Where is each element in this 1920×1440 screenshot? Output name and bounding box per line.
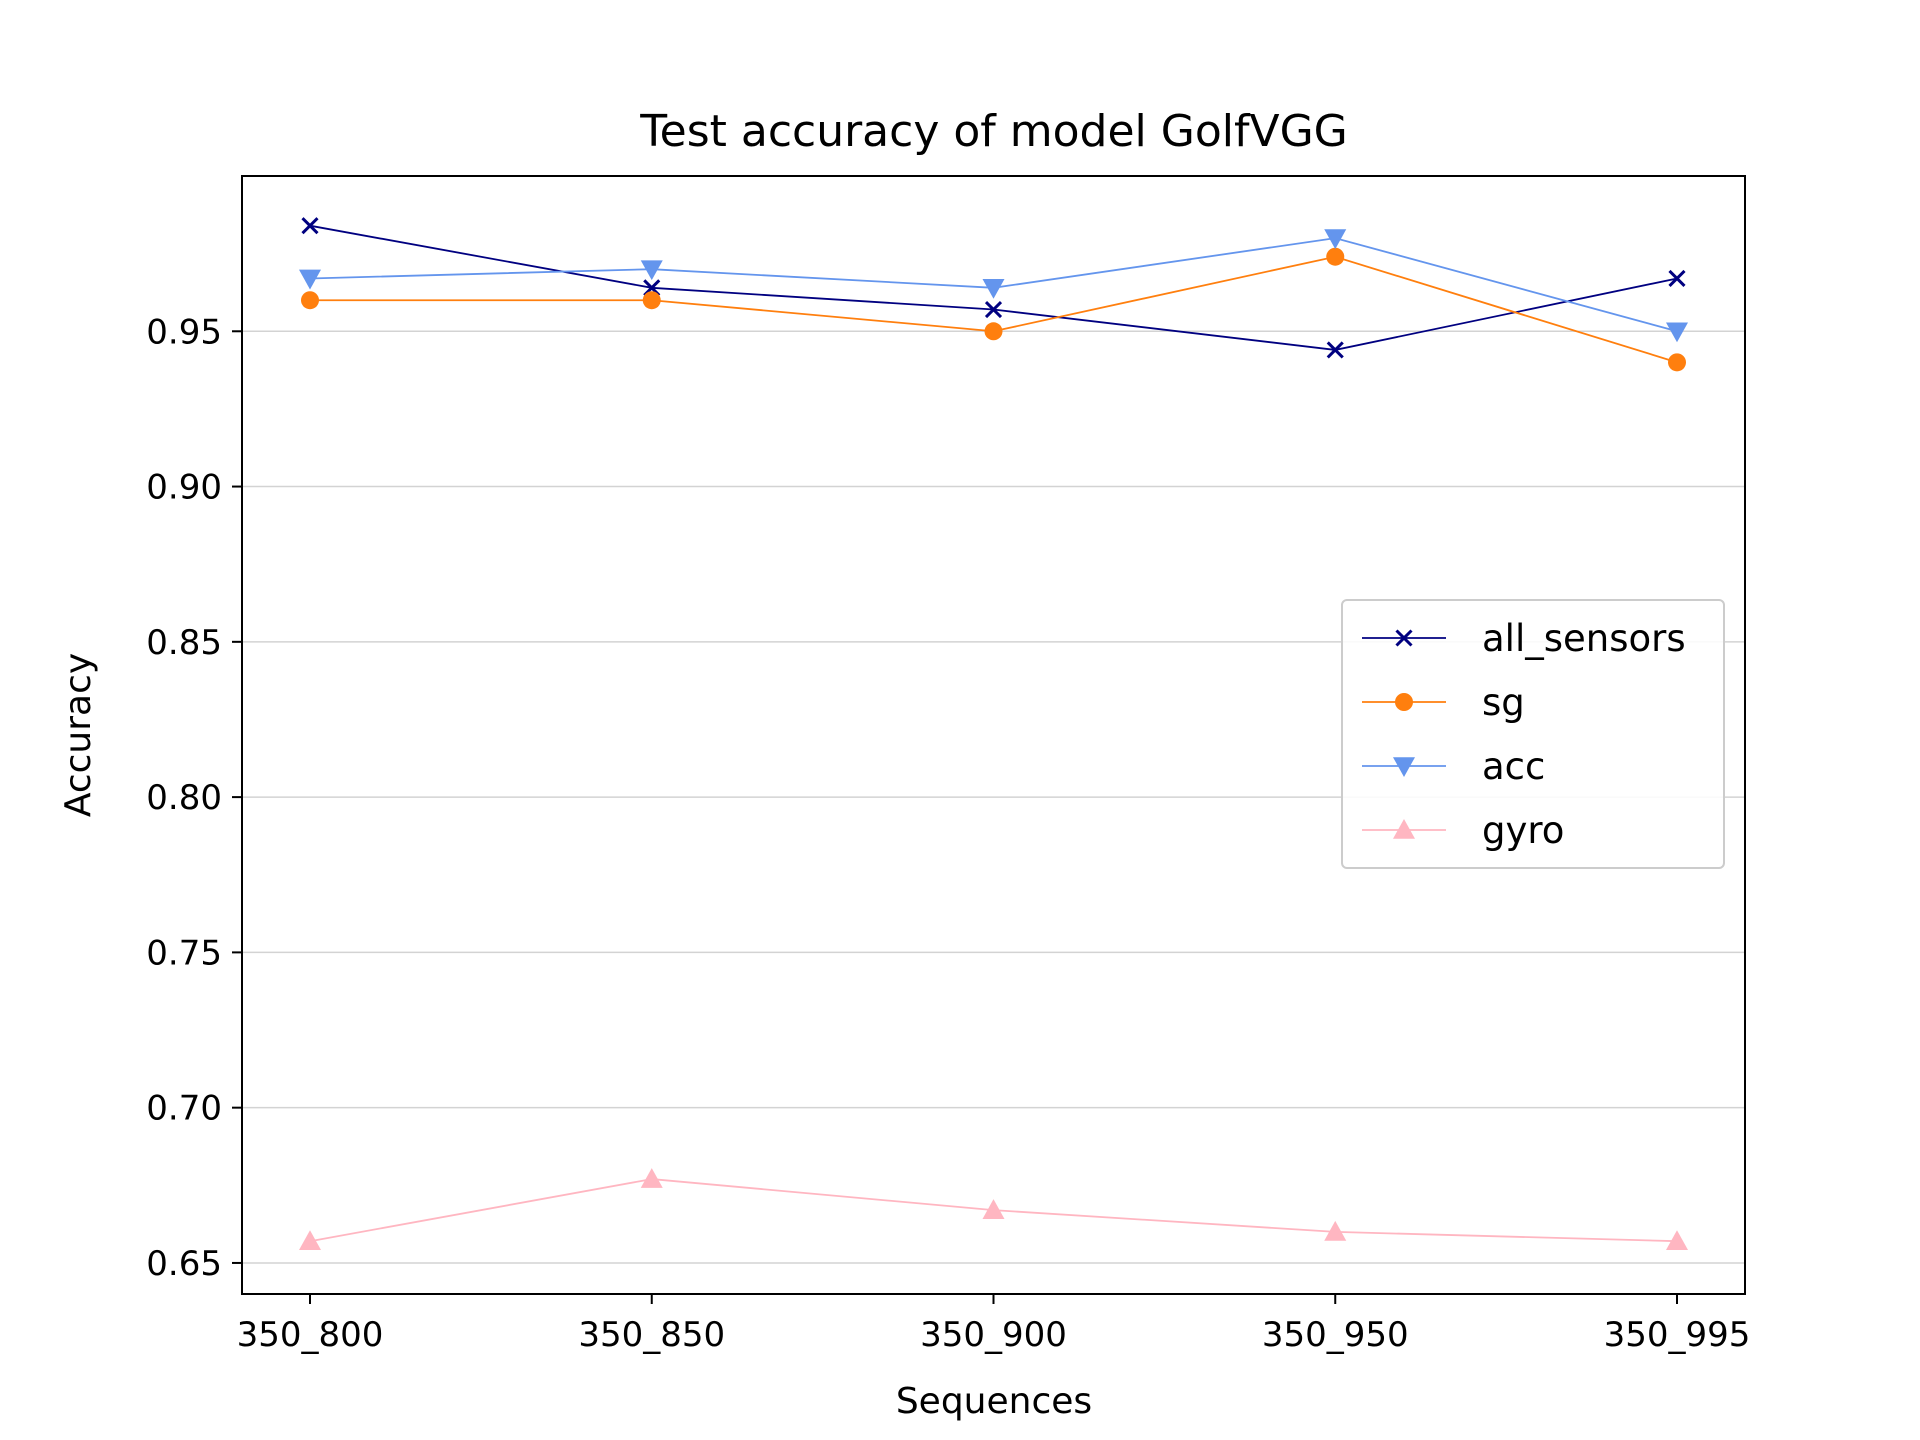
legend-label: all_sensors (1482, 617, 1686, 660)
x-tick-label: 350_995 (1604, 1315, 1751, 1355)
data-point-all_sensors (984, 300, 1003, 319)
legend-marker-acc (1393, 757, 1415, 777)
y-axis-label: Accuracy (58, 653, 99, 817)
y-tick-label: 0.80 (146, 778, 222, 818)
data-point-acc (982, 279, 1005, 299)
data-point-all_sensors (1668, 269, 1686, 288)
data-point-all_sensors (301, 217, 319, 235)
data-point-sg (301, 291, 319, 310)
data-point-gyro (299, 1230, 321, 1251)
chart-title: Test accuracy of model GolfVGG (639, 106, 1348, 157)
data-point-sg (1326, 247, 1345, 266)
y-tick-label: 0.65 (146, 1244, 222, 1284)
data-point-acc (1324, 229, 1347, 250)
data-point-gyro (1666, 1230, 1688, 1251)
x-tick-label: 350_800 (237, 1315, 384, 1355)
y-tick-label: 0.85 (146, 623, 222, 663)
y-axis: 0.65 0.70 0.75 0.80 0.85 0.90 0.95 (146, 312, 242, 1284)
data-point-gyro (982, 1199, 1005, 1219)
data-point-sg (984, 322, 1003, 341)
legend-marker-all_sensors (1395, 629, 1413, 647)
grid (242, 330, 1745, 1264)
legend-marker-gyro (1393, 819, 1415, 839)
y-tick-label: 0.70 (146, 1089, 222, 1129)
y-tick-label: 0.95 (146, 312, 222, 352)
data-point-sg (642, 291, 661, 310)
data-point-acc (299, 269, 321, 290)
x-axis: 350_800 350_850 350_900 350_950 350_995 (237, 1294, 1751, 1355)
y-tick-label: 0.75 (146, 933, 222, 973)
x-axis-label: Sequences (896, 1381, 1092, 1422)
data-point-acc (640, 260, 663, 281)
legend-marker-sg (1395, 693, 1413, 711)
data-point-gyro (1324, 1220, 1347, 1241)
legend-label: sg (1482, 681, 1525, 724)
y-tick-label: 0.90 (146, 468, 222, 508)
legend-box (1341, 599, 1725, 869)
series-group (299, 217, 1688, 1251)
legend-label: acc (1482, 745, 1545, 788)
data-point-sg (1668, 353, 1686, 372)
data-point-acc (1666, 322, 1688, 343)
x-tick-label: 350_900 (920, 1315, 1067, 1355)
data-point-all_sensors (1326, 341, 1344, 359)
legend-label: gyro (1482, 809, 1564, 852)
data-point-gyro (640, 1168, 663, 1188)
x-tick-label: 350_950 (1262, 1315, 1409, 1355)
x-tick-label: 350_850 (578, 1315, 725, 1355)
